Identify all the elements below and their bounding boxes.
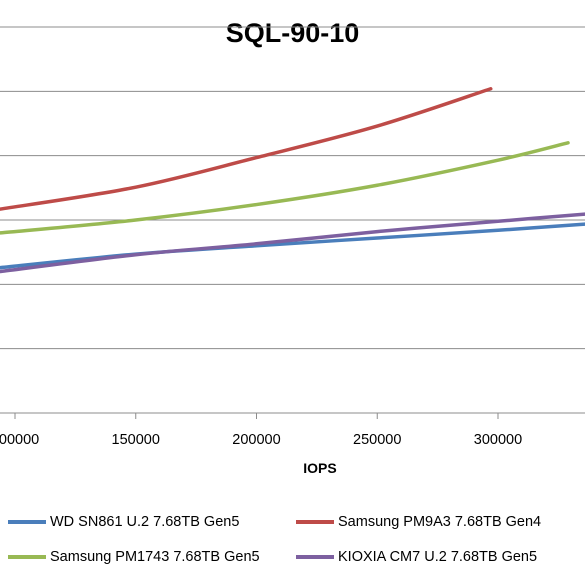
legend-label: Samsung PM9A3 7.68TB Gen4: [338, 514, 542, 530]
x-tick-label: 300000: [474, 432, 522, 448]
x-tick-label: 150000: [112, 432, 160, 448]
series-line: [0, 141, 570, 235]
legend-item: Samsung PM1743 7.68TB Gen5: [8, 547, 260, 567]
legend-swatch: [8, 555, 46, 559]
legend-item: Samsung PM9A3 7.68TB Gen4: [296, 512, 541, 532]
series-line: [0, 212, 585, 274]
legend-swatch: [8, 520, 46, 524]
x-axis-title: IOPS: [303, 460, 337, 476]
gridlines: [0, 26, 585, 350]
series-lines: [0, 87, 585, 274]
x-tick-label: 250000: [353, 432, 401, 448]
chart-title: SQL-90-10: [225, 18, 360, 48]
legend-label: Samsung PM1743 7.68TB Gen5: [50, 549, 260, 565]
series-line: [0, 87, 493, 211]
legend-swatch: [296, 520, 334, 524]
legend-label: WD SN861 U.2 7.68TB Gen5: [50, 514, 240, 530]
legend-item: WD SN861 U.2 7.68TB Gen5: [8, 512, 239, 532]
legend-label: KIOXIA CM7 U.2 7.68TB Gen5: [338, 549, 538, 565]
legend-swatch: [296, 555, 334, 559]
x-axis: [0, 412, 585, 419]
legend-item: KIOXIA CM7 U.2 7.68TB Gen5: [296, 547, 537, 567]
x-tick-label: 200000: [232, 432, 280, 448]
